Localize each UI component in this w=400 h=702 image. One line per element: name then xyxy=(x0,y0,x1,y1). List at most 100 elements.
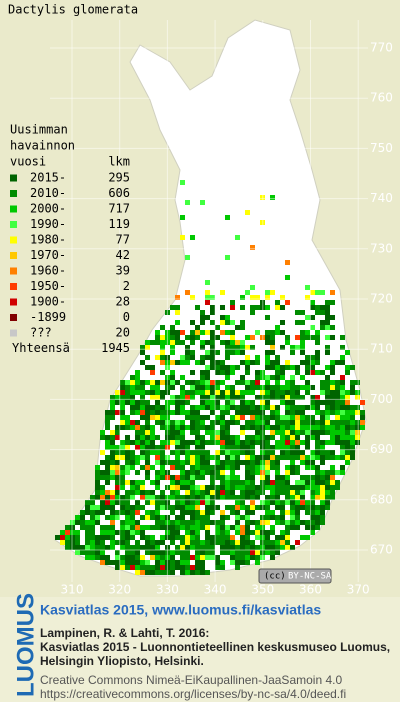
occurrence-square xyxy=(275,385,280,390)
occurrence-square xyxy=(85,525,90,530)
occurrence-square xyxy=(330,360,335,365)
occurrence-square xyxy=(290,545,295,550)
occurrence-square xyxy=(205,370,210,375)
occurrence-square xyxy=(275,415,280,420)
occurrence-square xyxy=(330,450,335,455)
occurrence-square xyxy=(185,480,190,485)
occurrence-square xyxy=(245,545,250,550)
occurrence-square xyxy=(295,525,300,530)
occurrence-square xyxy=(60,530,65,535)
occurrence-square xyxy=(270,545,275,550)
occurrence-square xyxy=(300,330,305,335)
occurrence-square xyxy=(345,370,350,375)
occurrence-square xyxy=(235,390,240,395)
occurrence-square xyxy=(195,555,200,560)
occurrence-square xyxy=(180,400,185,405)
occurrence-square xyxy=(320,425,325,430)
occurrence-square xyxy=(155,540,160,545)
atlas-link[interactable]: Kasviatlas 2015, www.luomus.fi/kasviatla… xyxy=(40,602,321,618)
occurrence-square xyxy=(255,530,260,535)
occurrence-square xyxy=(210,475,215,480)
occurrence-square xyxy=(315,400,320,405)
occurrence-square xyxy=(250,555,255,560)
occurrence-square xyxy=(275,545,280,550)
occurrence-square xyxy=(205,300,210,305)
occurrence-square xyxy=(200,470,205,475)
occurrence-square xyxy=(185,495,190,500)
occurrence-square xyxy=(200,330,205,335)
occurrence-square xyxy=(170,430,175,435)
occurrence-square xyxy=(230,345,235,350)
occurrence-square xyxy=(135,565,140,570)
occurrence-square xyxy=(340,355,345,360)
occurrence-square xyxy=(345,350,350,355)
occurrence-square xyxy=(125,465,130,470)
occurrence-square xyxy=(115,510,120,515)
occurrence-square xyxy=(155,495,160,500)
occurrence-square xyxy=(225,320,230,325)
occurrence-square xyxy=(330,475,335,480)
occurrence-square xyxy=(180,515,185,520)
occurrence-square xyxy=(325,375,330,380)
occurrence-square xyxy=(290,395,295,400)
occurrence-square xyxy=(225,455,230,460)
occurrence-square xyxy=(175,520,180,525)
occurrence-square xyxy=(120,535,125,540)
occurrence-square xyxy=(245,520,250,525)
occurrence-square xyxy=(315,290,320,295)
occurrence-square xyxy=(195,435,200,440)
occurrence-square xyxy=(205,380,210,385)
occurrence-square xyxy=(190,535,195,540)
occurrence-square xyxy=(175,485,180,490)
occurrence-square xyxy=(190,415,195,420)
occurrence-square xyxy=(195,505,200,510)
occurrence-square xyxy=(240,410,245,415)
occurrence-square xyxy=(355,395,360,400)
occurrence-square xyxy=(230,365,235,370)
occurrence-square xyxy=(320,420,325,425)
occurrence-square xyxy=(125,505,130,510)
occurrence-square xyxy=(315,515,320,520)
occurrence-square xyxy=(190,555,195,560)
occurrence-square xyxy=(85,550,90,555)
occurrence-square xyxy=(345,405,350,410)
occurrence-square xyxy=(290,430,295,435)
occurrence-square xyxy=(315,520,320,525)
occurrence-square xyxy=(110,525,115,530)
occurrence-square xyxy=(210,505,215,510)
occurrence-square xyxy=(325,385,330,390)
occurrence-square xyxy=(100,500,105,505)
occurrence-square xyxy=(240,530,245,535)
occurrence-square xyxy=(205,535,210,540)
occurrence-square xyxy=(220,510,225,515)
occurrence-square xyxy=(220,565,225,570)
occurrence-square xyxy=(140,395,145,400)
occurrence-square xyxy=(195,565,200,570)
occurrence-square xyxy=(315,335,320,340)
occurrence-square xyxy=(125,565,130,570)
occurrence-square xyxy=(210,405,215,410)
occurrence-square xyxy=(245,530,250,535)
occurrence-square xyxy=(180,435,185,440)
occurrence-square xyxy=(120,560,125,565)
occurrence-square xyxy=(110,445,115,450)
legend-heading: havainnon xyxy=(10,139,75,153)
occurrence-square xyxy=(200,490,205,495)
occurrence-square xyxy=(305,525,310,530)
occurrence-square xyxy=(205,375,210,380)
occurrence-square xyxy=(265,540,270,545)
occurrence-square xyxy=(100,435,105,440)
legend-count-heading: lkm xyxy=(108,155,130,169)
occurrence-square xyxy=(265,530,270,535)
occurrence-square xyxy=(240,415,245,420)
occurrence-square xyxy=(275,470,280,475)
occurrence-square xyxy=(130,465,135,470)
occurrence-square xyxy=(295,345,300,350)
occurrence-square xyxy=(175,480,180,485)
occurrence-square xyxy=(200,415,205,420)
occurrence-square xyxy=(255,485,260,490)
occurrence-square xyxy=(155,550,160,555)
occurrence-square xyxy=(175,435,180,440)
occurrence-square xyxy=(290,510,295,515)
occurrence-square xyxy=(185,565,190,570)
